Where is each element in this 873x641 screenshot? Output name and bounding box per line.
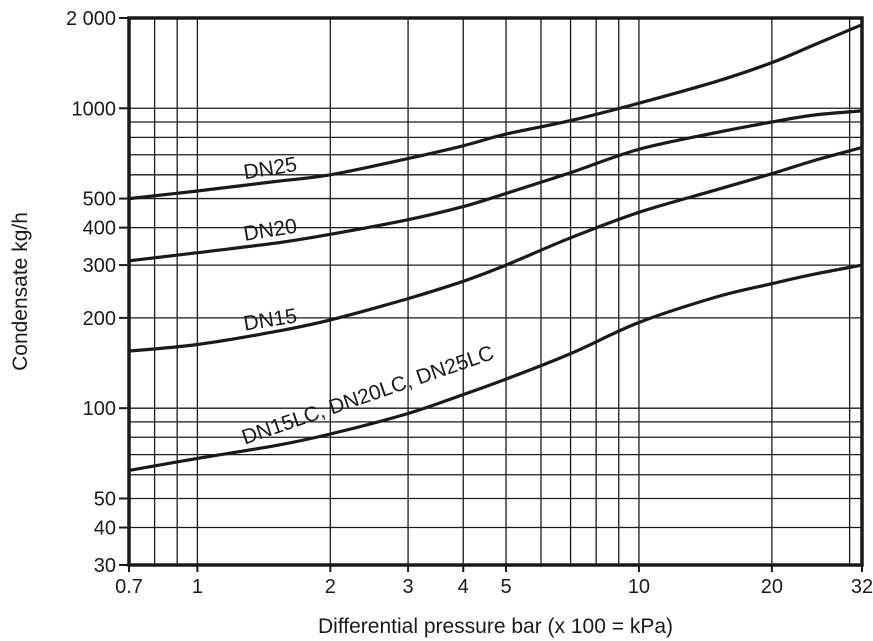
series-line [127,145,864,353]
y-axis-label: Condensate kg/h [9,212,32,371]
series-curves [127,23,864,472]
x-tick-label: 4 [458,576,469,598]
series-line [127,263,864,472]
grid-lines [128,17,863,566]
series-label: DN15 [242,305,299,336]
x-axis-label: Differential pressure bar (x 100 = kPa) [318,615,673,638]
x-tick-label: 0.7 [115,576,143,598]
series-line [127,109,864,263]
series-line [127,23,864,201]
x-tick-label: 20 [761,576,783,598]
y-tick-label: 100 [83,398,116,420]
x-tick-label: 1 [192,576,203,598]
x-tick-label: 10 [628,576,650,598]
y-tick-label: 30 [94,555,116,577]
x-tick-label: 32 [851,576,873,598]
y-tick-label: 50 [94,488,116,510]
y-tick-label: 300 [83,255,116,277]
y-tick-label: 400 [83,218,116,240]
x-tick-label: 2 [325,576,336,598]
x-tick-label: 5 [500,576,511,598]
y-tick-labels: 30 40 50 100 200 300 400 500 1000 2 000 [66,8,116,577]
y-tick-label: 1000 [72,98,117,120]
plot-frame [127,16,864,567]
y-tick-label: 2 000 [66,8,116,30]
x-tick-label: 3 [403,576,414,598]
x-tick-labels: 0.7 1 2 3 4 5 10 20 32 [115,576,873,598]
y-tick-label: 40 [94,518,116,540]
y-tick-label: 500 [83,189,116,211]
tick-marks [119,17,863,572]
y-tick-label: 200 [83,308,116,330]
